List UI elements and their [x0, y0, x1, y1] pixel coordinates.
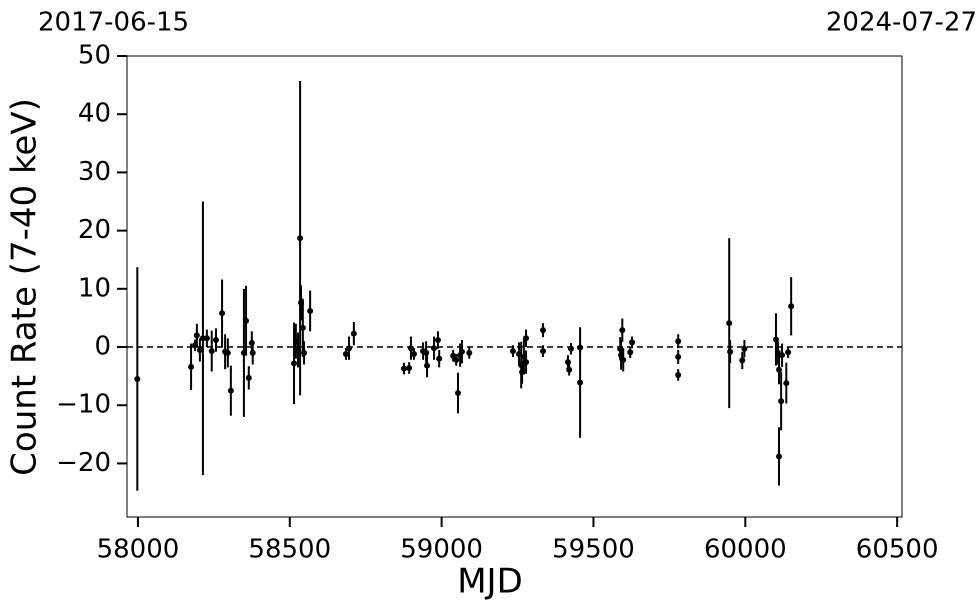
data-point [193, 332, 200, 339]
plot-frame [126, 55, 903, 518]
data-point [509, 348, 516, 355]
x-tick-label: 58500 [248, 535, 331, 565]
data-point [291, 360, 298, 367]
data-point [629, 339, 636, 346]
data-point [350, 330, 357, 337]
data-point [727, 348, 734, 355]
data-point [523, 335, 530, 342]
data-point [342, 351, 349, 358]
y-tick-label: 0 [94, 332, 111, 362]
data-point [772, 336, 779, 343]
data-point [785, 349, 792, 356]
x-tick-label: 60500 [856, 535, 939, 565]
data-point [249, 349, 256, 356]
y-tick-label: −20 [56, 448, 111, 478]
data-point [566, 366, 573, 373]
x-tick-label: 60000 [704, 535, 787, 565]
data-point [523, 359, 530, 366]
data-point [297, 235, 304, 242]
data-point [224, 349, 231, 356]
data-point [783, 380, 790, 387]
data-point [307, 307, 314, 314]
data-point [741, 345, 748, 352]
data-point [627, 349, 634, 356]
data-point [726, 320, 733, 327]
data-point [424, 362, 431, 369]
x-tick-label: 59000 [400, 535, 483, 565]
data-point [675, 338, 682, 345]
data-point [458, 348, 465, 355]
data-point [540, 327, 547, 334]
start-date: 2017-06-15 [38, 8, 189, 38]
data-point [245, 374, 252, 381]
data-point [779, 352, 786, 359]
x-tick-label: 58000 [97, 535, 180, 565]
data-point [188, 363, 195, 370]
data-point [567, 345, 574, 352]
data-point [675, 353, 682, 360]
data-point [301, 349, 308, 356]
data-point [407, 345, 414, 352]
data-point [406, 364, 413, 371]
data-point [345, 345, 352, 352]
data-point [436, 355, 443, 362]
y-tick-label: 20 [78, 215, 111, 245]
data-point [243, 317, 250, 324]
data-point [400, 365, 407, 372]
y-axis-label: Count Rate (7-40 keV) [5, 98, 45, 476]
data-point [776, 366, 783, 373]
data-point [208, 348, 215, 355]
y-tick-label: 10 [78, 273, 111, 303]
y-tick-label: −10 [56, 390, 111, 420]
data-point [196, 346, 203, 353]
y-tick-label: 40 [78, 99, 111, 129]
data-point [788, 303, 795, 310]
data-point [577, 344, 584, 351]
x-axis-label: MJD [457, 562, 523, 602]
data-point [219, 310, 226, 317]
data-point [619, 327, 626, 334]
end-date: 2024-07-27 [826, 8, 977, 38]
data-point [134, 376, 141, 383]
data-point [410, 351, 417, 358]
data-point [564, 359, 571, 366]
data-point [776, 453, 783, 460]
data-point [431, 345, 438, 352]
data-point [577, 379, 584, 386]
data-point [455, 390, 462, 397]
data-point [540, 348, 547, 355]
data-point [620, 356, 627, 363]
y-tick-label: 50 [78, 41, 111, 71]
data-point [778, 398, 785, 405]
data-point [739, 357, 746, 364]
data-point [203, 335, 210, 342]
data-point [466, 349, 473, 356]
x-tick-label: 59500 [552, 535, 635, 565]
data-point [299, 324, 306, 331]
data-point [434, 337, 441, 344]
data-point [227, 387, 234, 394]
y-tick-label: 30 [78, 157, 111, 187]
data-point [675, 371, 682, 378]
data-point [212, 337, 219, 344]
data-point [453, 356, 460, 363]
